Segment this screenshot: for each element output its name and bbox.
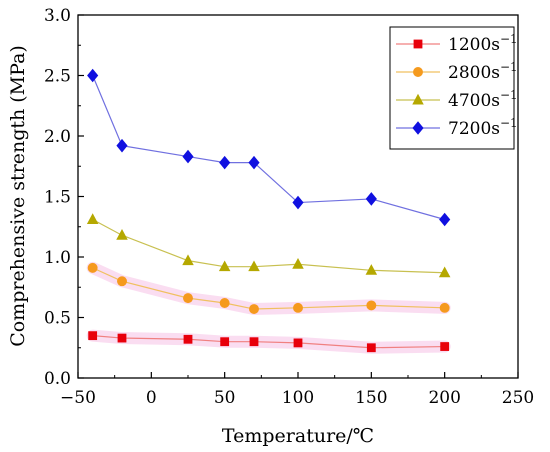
data-point <box>182 149 194 164</box>
data-point <box>293 302 303 313</box>
data-point <box>117 276 127 287</box>
series-line-0 <box>92 335 445 349</box>
series-line-2 <box>92 218 445 274</box>
data-point <box>87 68 99 83</box>
legend-label-text: 7200s <box>448 119 500 139</box>
data-point <box>249 337 259 347</box>
data-point <box>183 293 193 304</box>
legend-label: 2800s−1 <box>448 60 518 83</box>
y-axis: 0.0 0.5 1.0 1.5 2.0 2.5 3.0 <box>44 6 84 389</box>
legend-label-superscript: −1 <box>500 60 518 74</box>
series-line-3 <box>92 75 445 221</box>
legend-marker <box>412 93 424 105</box>
y-tick-label: 0.0 <box>44 369 71 389</box>
data-point <box>86 213 99 224</box>
data-point <box>366 343 376 353</box>
x-tick-label: 0 <box>146 388 157 408</box>
data-point <box>248 260 260 272</box>
legend-label-text: 4700s <box>448 91 500 111</box>
x-tick-label: 50 <box>214 388 236 408</box>
x-tick-label: 200 <box>428 388 460 408</box>
data-point <box>220 337 230 347</box>
data-point <box>219 298 230 308</box>
legend-label-superscript: −1 <box>500 32 518 46</box>
data-point <box>249 304 259 314</box>
data-point <box>117 333 127 343</box>
series-line-1 <box>92 267 445 310</box>
data-point <box>88 331 98 341</box>
data-point <box>219 155 231 170</box>
y-tick-label: 1.5 <box>44 188 71 208</box>
data-point <box>248 155 260 170</box>
y-tick-label: 1.0 <box>44 248 71 268</box>
data-point <box>439 212 451 227</box>
legend-marker <box>413 39 423 49</box>
x-tick-label: 250 <box>502 388 534 408</box>
x-tick-label: 150 <box>355 388 387 408</box>
x-axis: −50 0 50 100 150 200 250 <box>60 372 534 408</box>
data-point <box>182 254 194 266</box>
y-tick-label: 2.0 <box>44 127 71 147</box>
data-point <box>183 334 193 344</box>
legend-marker <box>413 67 423 77</box>
data-point <box>116 138 128 153</box>
legend-label-text: 1200s <box>448 35 500 55</box>
legend-label-superscript: −1 <box>500 88 518 102</box>
legend-label: 1200s−1 <box>448 32 518 55</box>
x-axis-label: Temperature/℃ <box>222 425 374 447</box>
data-point <box>87 262 98 273</box>
legend-label: 7200s−1 <box>448 116 518 139</box>
data-point <box>116 229 128 240</box>
data-point <box>365 264 378 275</box>
legend-label-superscript: −1 <box>500 116 518 130</box>
y-tick-label: 3.0 <box>44 6 71 26</box>
error-bands <box>86 261 451 354</box>
legend-box <box>389 26 515 150</box>
y-tick-label: 0.5 <box>44 309 71 329</box>
data-point <box>440 342 450 351</box>
data-point <box>292 258 304 269</box>
data-point <box>366 300 377 311</box>
series-markers <box>86 68 451 353</box>
y-axis-label: Comprehensive strength (MPa) <box>7 45 29 347</box>
legend-label-text: 2800s <box>448 63 500 83</box>
data-point <box>292 195 304 210</box>
series-lines <box>92 75 445 349</box>
data-point <box>439 302 450 313</box>
y-tick-label: 2.5 <box>44 67 71 87</box>
legend-marker <box>412 121 424 135</box>
series-band-1 <box>86 261 451 316</box>
data-point <box>438 266 451 278</box>
x-tick-label: −50 <box>60 388 96 408</box>
x-tick-label: 100 <box>282 388 314 408</box>
data-point <box>365 192 377 206</box>
data-point <box>293 338 303 348</box>
legend-label: 4700s−1 <box>448 88 518 111</box>
data-point <box>218 260 231 272</box>
